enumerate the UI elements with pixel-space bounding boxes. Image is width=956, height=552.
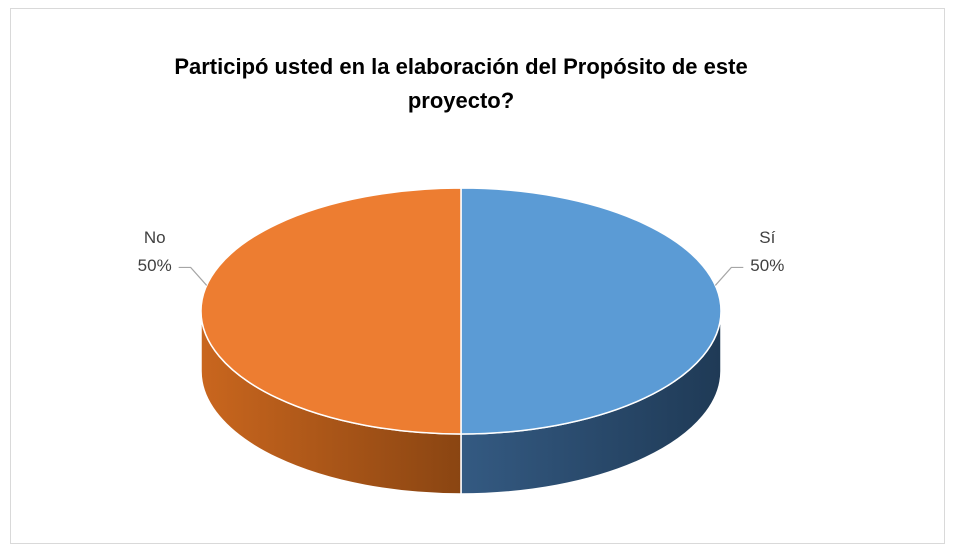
data-label-category: No: [144, 228, 166, 247]
pie-slice: [460, 187, 722, 435]
data-label-value: 50%: [750, 256, 784, 275]
leader-line: [178, 266, 208, 286]
chart-title: Participó usted en la elaboración del Pr…: [174, 54, 748, 113]
pie-slice: [200, 187, 462, 435]
leader-line: [714, 266, 744, 286]
data-label-value: 50%: [138, 256, 172, 275]
data-label-category: Sí: [759, 228, 775, 247]
